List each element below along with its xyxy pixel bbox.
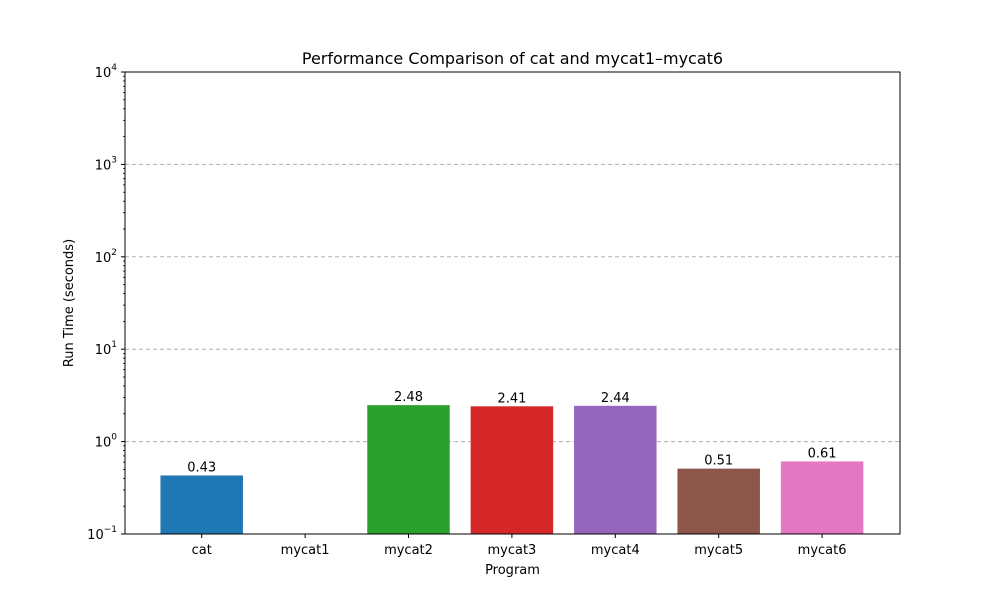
bar-mycat6 <box>780 461 864 534</box>
y-tick-label: 101 <box>95 340 117 358</box>
grid-lines <box>125 163 900 443</box>
bar-value-label-mycat2: 2.48 <box>394 390 423 405</box>
bar-value-label-mycat6: 0.61 <box>808 446 837 461</box>
x-tick-label-cat: cat <box>192 543 212 558</box>
y-axis-label: Run Time (seconds) <box>62 239 77 367</box>
x-tick-label-mycat3: mycat3 <box>487 543 536 558</box>
bars <box>160 405 864 534</box>
y-axis-ticks: 10−1 100 101 102 103 104 <box>87 63 125 543</box>
y-tick-label: 103 <box>95 155 117 173</box>
bar-value-label-mycat4: 2.44 <box>601 391 630 406</box>
bar-value-label-mycat5: 0.51 <box>704 454 733 469</box>
x-axis-label: Program <box>485 563 540 578</box>
chart-title: Performance Comparison of cat and mycat1… <box>302 49 723 68</box>
plot-area-frame <box>124 71 901 535</box>
y-tick-label: 102 <box>95 248 117 266</box>
bar-mycat3 <box>470 406 554 534</box>
bar-value-labels: 0.43 2.48 2.41 2.44 0.51 0.61 <box>187 390 836 475</box>
x-tick-label-mycat6: mycat6 <box>798 543 847 558</box>
bar-mycat2 <box>367 405 450 534</box>
x-axis-ticks: cat mycat1 mycat2 mycat3 mycat4 mycat5 mycat6 <box>192 534 847 558</box>
bar-mycat4 <box>574 405 657 534</box>
bar-value-label-cat: 0.43 <box>187 460 216 475</box>
bar-value-label-mycat3: 2.41 <box>497 391 526 406</box>
bar-mycat5 <box>677 468 760 534</box>
y-tick-label: 10−1 <box>87 525 117 543</box>
x-tick-label-mycat5: mycat5 <box>694 543 743 558</box>
y-tick-label: 104 <box>95 63 118 81</box>
bar-cat <box>160 475 243 534</box>
x-tick-label-mycat1: mycat1 <box>281 543 330 558</box>
y-tick-label: 100 <box>95 433 118 451</box>
x-tick-label-mycat4: mycat4 <box>591 543 640 558</box>
x-tick-label-mycat2: mycat2 <box>384 543 433 558</box>
